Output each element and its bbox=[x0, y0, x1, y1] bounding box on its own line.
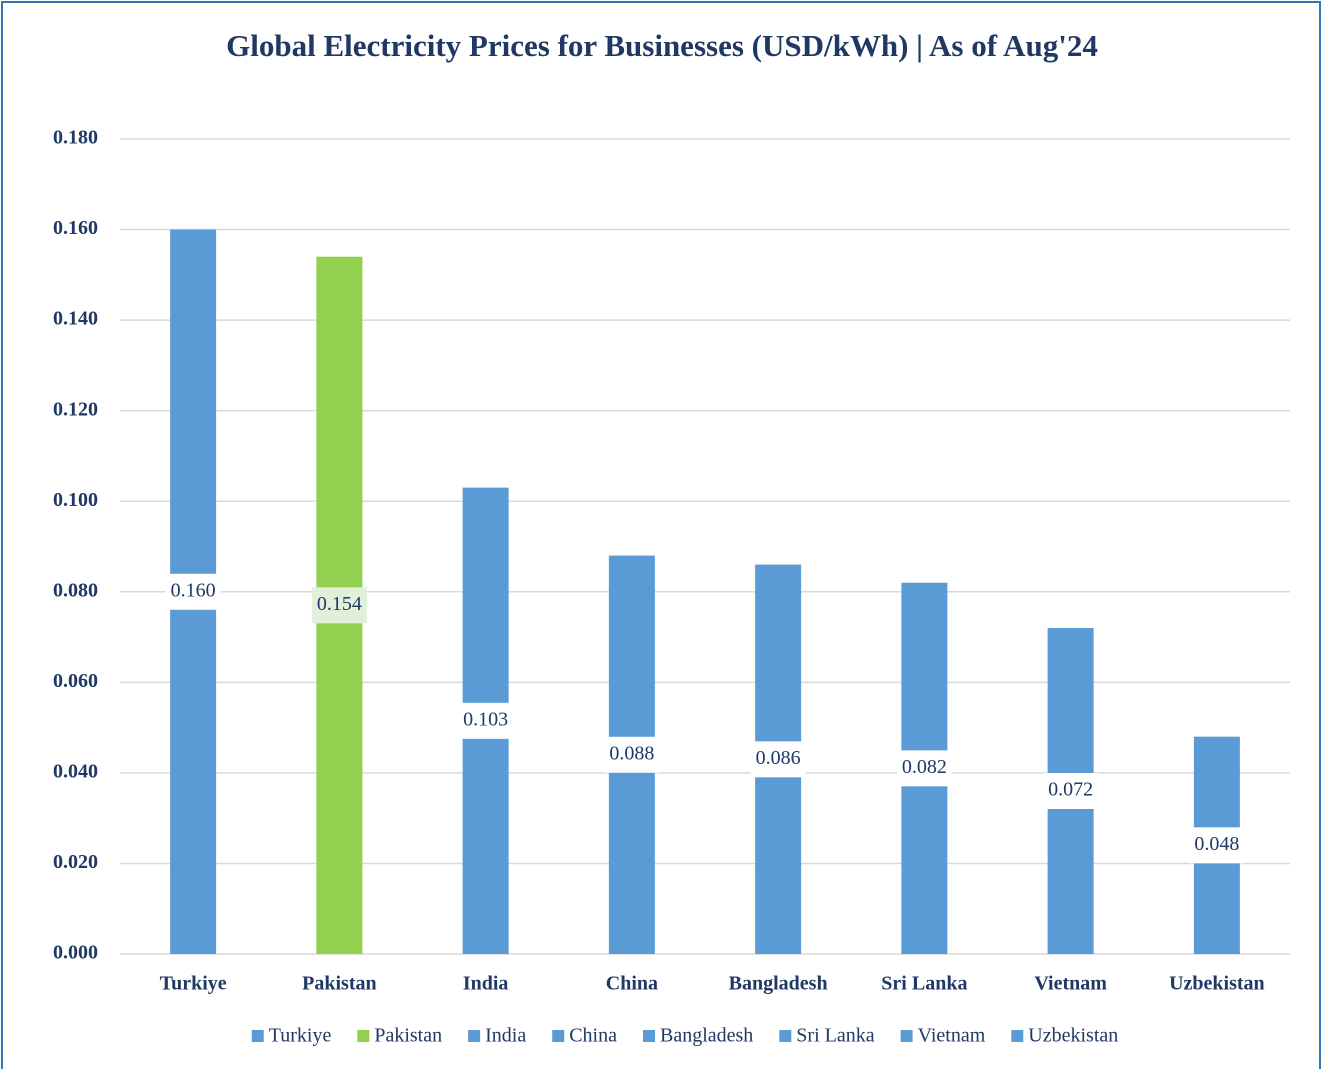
legend-label: Sri Lanka bbox=[796, 1025, 874, 1047]
x-tick-label: Sri Lanka bbox=[881, 973, 967, 995]
x-tick-label: Pakistan bbox=[302, 973, 376, 995]
legend-swatch bbox=[779, 1030, 792, 1042]
data-label: 0.086 bbox=[756, 747, 801, 769]
legend-swatch bbox=[468, 1030, 481, 1042]
y-tick-label: 0.180 bbox=[53, 127, 98, 149]
data-label-bg bbox=[311, 587, 367, 624]
y-tick-label: 0.160 bbox=[53, 217, 98, 239]
x-tick-label: India bbox=[463, 973, 509, 995]
data-label-bg bbox=[896, 750, 952, 787]
data-label: 0.048 bbox=[1194, 833, 1239, 855]
legend-label: Turkiye bbox=[269, 1025, 332, 1047]
data-label: 0.088 bbox=[609, 742, 654, 764]
data-label: 0.160 bbox=[171, 579, 216, 601]
legend-swatch bbox=[900, 1030, 913, 1042]
data-label: 0.072 bbox=[1048, 779, 1093, 801]
x-tick-label: Turkiye bbox=[160, 973, 227, 995]
legend-label: Uzbekistan bbox=[1028, 1025, 1118, 1047]
y-tick-label: 0.080 bbox=[53, 579, 98, 601]
legend-swatch bbox=[357, 1030, 370, 1042]
x-tick-label: Vietnam bbox=[1034, 973, 1107, 995]
x-tick-label: Uzbekistan bbox=[1169, 973, 1265, 995]
y-tick-label: 0.100 bbox=[53, 489, 98, 511]
data-label-bg bbox=[165, 573, 221, 610]
data-label-bg bbox=[458, 702, 514, 739]
legend-swatch bbox=[251, 1030, 264, 1042]
y-tick-label: 0.020 bbox=[53, 851, 98, 873]
legend-swatch bbox=[1011, 1030, 1024, 1042]
x-tick-label: Bangladesh bbox=[729, 973, 828, 995]
chart-title: Global Electricity Prices for Businesses… bbox=[226, 28, 1098, 63]
data-label: 0.082 bbox=[902, 756, 947, 778]
data-label-bg bbox=[750, 741, 806, 778]
data-label-bg bbox=[604, 736, 660, 773]
data-label-bg bbox=[1043, 773, 1099, 809]
legend-label: Bangladesh bbox=[660, 1025, 753, 1047]
y-tick-label: 0.060 bbox=[53, 670, 98, 692]
y-tick-label: 0.000 bbox=[53, 942, 98, 964]
data-label-bg bbox=[1189, 827, 1245, 864]
legend-label: India bbox=[485, 1025, 526, 1047]
y-tick-label: 0.140 bbox=[53, 308, 98, 330]
data-label: 0.154 bbox=[317, 593, 362, 615]
y-tick-label: 0.120 bbox=[53, 398, 98, 420]
x-tick-label: China bbox=[606, 973, 658, 995]
legend-label: Pakistan bbox=[374, 1025, 442, 1047]
legend-label: China bbox=[569, 1025, 617, 1047]
legend-swatch bbox=[552, 1030, 565, 1042]
y-tick-label: 0.040 bbox=[53, 760, 98, 782]
data-label: 0.103 bbox=[463, 708, 508, 730]
legend-label: Vietnam bbox=[918, 1025, 986, 1047]
legend-swatch bbox=[642, 1030, 655, 1042]
